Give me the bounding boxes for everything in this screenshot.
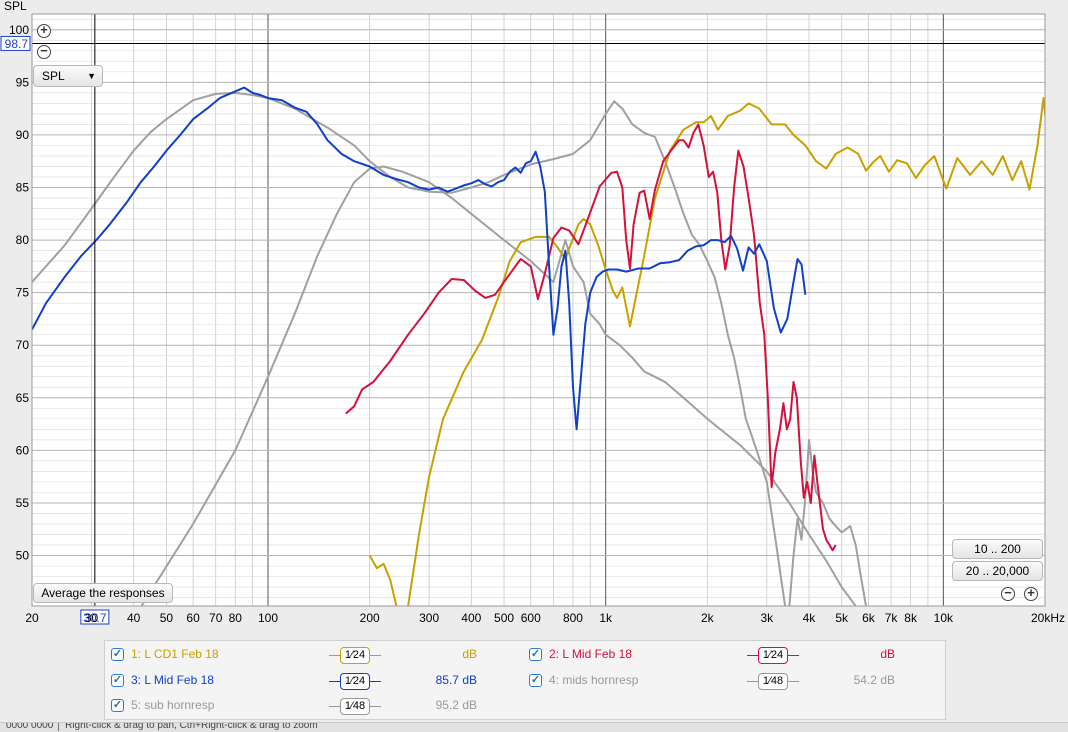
x-tick-label: 6k — [862, 611, 876, 625]
cursor-y-readout-box — [0, 35, 31, 51]
x-tick-label: 30 — [85, 611, 99, 625]
checkbox-series-4[interactable]: ✓ — [529, 674, 542, 687]
legend-value: 85.7 dB — [435, 673, 477, 687]
smoothing-button[interactable]: 1⁄48 — [340, 698, 370, 715]
plot-background — [32, 14, 1045, 606]
grid-minor — [31, 14, 1046, 606]
legend-value: dB — [462, 647, 477, 661]
smoothing-button[interactable]: 1⁄24 — [340, 647, 370, 664]
x-tick-label: 40 — [127, 611, 141, 625]
x-tick-label: 2k — [701, 611, 715, 625]
y-tick-label: 85 — [16, 180, 30, 194]
series-line-1 — [368, 97, 1045, 606]
legend-value: dB — [880, 647, 895, 661]
range-10-200-button[interactable]: 10 .. 200 — [952, 539, 1043, 559]
series-layer — [32, 86, 1045, 606]
status-text: 0000 0000 │ Right-click & drag to pan, C… — [6, 722, 318, 731]
y-tick-label: 75 — [16, 286, 30, 300]
x-tick-label: 500 — [494, 611, 514, 625]
y-tick-label: 55 — [16, 496, 30, 510]
zoom-out-icon[interactable]: − — [37, 44, 51, 59]
plot-border — [31, 13, 1046, 607]
range-20-20000-button[interactable]: 20 .. 20,000 — [952, 561, 1043, 581]
x-tick-label: 20kHz — [1031, 611, 1065, 625]
x-tick-label: 1k — [599, 611, 613, 625]
zoom-in-icon[interactable]: + — [37, 23, 51, 38]
x-tick-label: 10k — [934, 611, 954, 625]
x-tick-label: 3k — [760, 611, 774, 625]
smoothing-button[interactable]: 1⁄24 — [340, 673, 370, 690]
legend-label: 5: sub hornresp — [131, 698, 215, 712]
y-tick-label: 90 — [16, 128, 30, 142]
x-tick-label: 20 — [25, 611, 39, 625]
zoom-out-bottom-icon[interactable]: − — [1001, 586, 1015, 601]
checkbox-series-5[interactable]: ✓ — [111, 699, 124, 712]
x-tick-label: 5k — [835, 611, 849, 625]
cursor-y-readout: 98.7 — [5, 37, 29, 51]
y-tick-label: 65 — [16, 391, 30, 405]
x-tick-label: 400 — [461, 611, 481, 625]
x-tick-label: 60 — [186, 611, 200, 625]
cursor-x-readout-box — [80, 609, 110, 625]
x-tick-label: 8k — [904, 611, 918, 625]
cursor-x-readout: 30.7 — [83, 611, 107, 625]
x-tick-label: 300 — [419, 611, 439, 625]
x-tick-label: 50 — [160, 611, 174, 625]
legend-item-3: ✓ 3: L Mid Feb 18 1⁄24 85.7 dB — [111, 672, 521, 692]
y-tick-label: 80 — [16, 233, 30, 247]
smoothing-button[interactable]: 1⁄48 — [758, 673, 788, 690]
y-tick-labels: 50 55 60 65 70 75 80 85 90 95 100 — [9, 23, 29, 563]
legend-value: 54.2 dB — [853, 673, 895, 687]
checkbox-series-1[interactable]: ✓ — [111, 648, 124, 661]
x-tick-label: 80 — [229, 611, 243, 625]
legend-item-5: ✓ 5: sub hornresp 1⁄48 95.2 dB — [111, 697, 521, 717]
frequency-response-plot[interactable]: 98.7 30.7 50 55 60 65 70 75 80 85 90 95 100 20 30 40 5… — [0, 0, 1068, 640]
x-tick-label: 70 — [209, 611, 223, 625]
series-line-5 — [140, 165, 857, 606]
checkbox-series-3[interactable]: ✓ — [111, 674, 124, 687]
smoothing-button[interactable]: 1⁄24 — [758, 647, 788, 664]
x-tick-label: 200 — [360, 611, 380, 625]
x-tick-label: 7k — [885, 611, 899, 625]
legend-item-2: ✓ 2: L Mid Feb 18 1⁄24 dB — [529, 646, 939, 666]
legend-item-1: ✓ 1: L CD1 Feb 18 1⁄24 dB — [111, 646, 521, 666]
y-tick-label: 70 — [16, 338, 30, 352]
legend-label: 1: L CD1 Feb 18 — [131, 647, 219, 661]
grid-major — [32, 14, 1045, 606]
y-tick-label: 100 — [9, 23, 29, 37]
legend-label: 3: L Mid Feb 18 — [131, 673, 214, 687]
y-axis-label: SPL — [4, 0, 27, 13]
x-tick-labels: 20 30 40 50 60 70 80 100 200 300 400 500 600 800 1k 2k 3… — [25, 611, 1065, 625]
y-tick-label: 50 — [16, 549, 30, 563]
series-line-2 — [345, 123, 837, 552]
chevron-down-icon: ▼ — [87, 71, 96, 81]
measurement-type-dropdown[interactable]: SPL ▼ — [33, 65, 103, 87]
cursor-layer: 98.7 30.7 — [0, 14, 1045, 625]
y-tick-label: 95 — [16, 75, 30, 89]
legend-label: 2: L Mid Feb 18 — [549, 647, 632, 661]
x-tick-label: 600 — [521, 611, 541, 625]
series-line-3 — [32, 86, 807, 431]
legend-item-4: ✓ 4: mids hornresp 1⁄48 54.2 dB — [529, 672, 939, 692]
checkbox-series-2[interactable]: ✓ — [529, 648, 542, 661]
x-tick-label: 800 — [563, 611, 583, 625]
legend-label: 4: mids hornresp — [549, 673, 639, 687]
y-tick-label: 60 — [16, 443, 30, 457]
legend-value: 95.2 dB — [435, 698, 477, 712]
x-tick-label: 100 — [258, 611, 278, 625]
zoom-in-bottom-icon[interactable]: + — [1024, 586, 1038, 601]
status-bar: 0000 0000 │ Right-click & drag to pan, C… — [0, 722, 1068, 732]
dropdown-value: SPL — [42, 69, 65, 83]
average-responses-button[interactable]: Average the responses — [33, 583, 173, 603]
x-tick-label: 4k — [803, 611, 817, 625]
legend-panel: ✓ 1: L CD1 Feb 18 1⁄24 dB ✓ 2: L Mid Feb… — [104, 640, 946, 720]
